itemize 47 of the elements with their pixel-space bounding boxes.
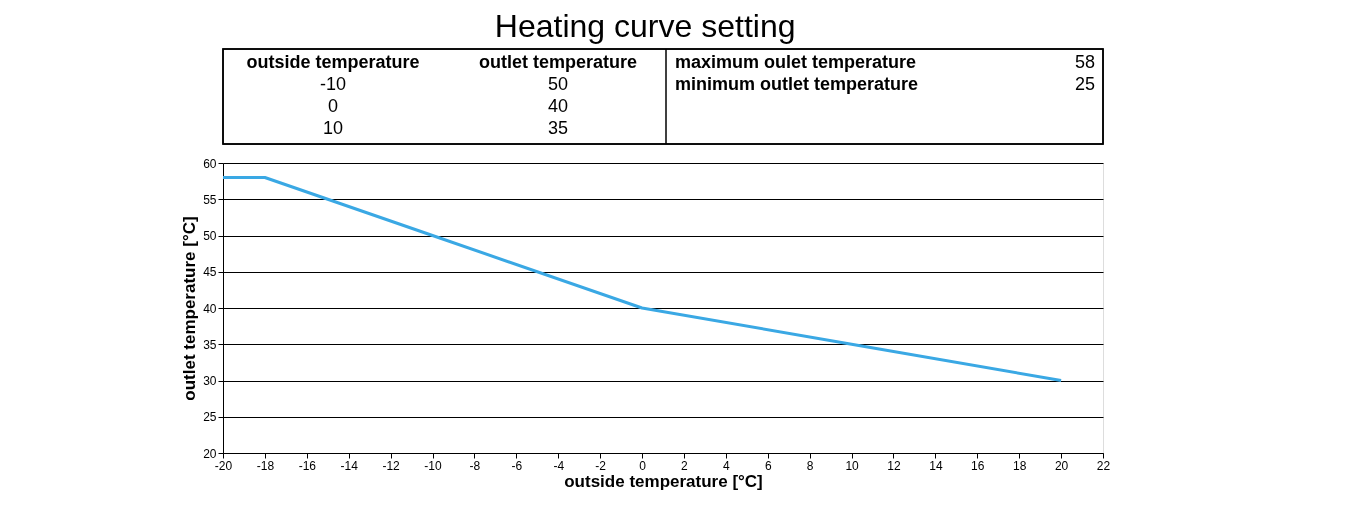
x-tick-label: 2 bbox=[681, 458, 689, 473]
x-tick-label: 6 bbox=[764, 458, 772, 473]
chart-title: Heating curve setting bbox=[494, 7, 796, 44]
text: outside temperature bbox=[246, 52, 420, 72]
x-tick-label: -4 bbox=[553, 458, 565, 473]
x-tick-label: -16 bbox=[298, 458, 317, 473]
x-tick-label: 14 bbox=[929, 458, 943, 473]
y-tick-label: 45 bbox=[203, 265, 217, 280]
x-tick-label: 20 bbox=[1054, 458, 1069, 473]
x-tick-label: -2 bbox=[595, 458, 607, 473]
text: 40 bbox=[547, 96, 569, 116]
x-tick-label: -8 bbox=[469, 458, 481, 473]
text: outlet temperature bbox=[478, 52, 638, 72]
x-axis-title: outside temperature [°C] bbox=[564, 471, 763, 491]
x-tick-label: 4 bbox=[723, 458, 731, 473]
line-series bbox=[221, 176, 1063, 382]
text: 25 bbox=[1074, 74, 1095, 94]
y-tick-label: 40 bbox=[203, 301, 217, 316]
x-tick-label: -10 bbox=[424, 458, 443, 473]
text: 50 bbox=[547, 74, 569, 94]
text: maximum oulet temperature bbox=[675, 52, 917, 72]
x-tick-label: -20 bbox=[214, 458, 233, 473]
y-tick-label: 20 bbox=[203, 446, 217, 461]
x-tick-label: 0 bbox=[639, 458, 647, 473]
x-tick-label: 22 bbox=[1096, 458, 1111, 473]
x-tick-label: -18 bbox=[256, 458, 275, 473]
y-tick-label: 50 bbox=[203, 229, 217, 243]
text: -10 bbox=[319, 74, 347, 94]
text: 0 bbox=[327, 96, 339, 116]
x-tick-label: 8 bbox=[806, 458, 814, 473]
y-tick-label: 60 bbox=[203, 156, 217, 171]
x-tick-label: 12 bbox=[887, 458, 901, 473]
text: minimum outlet temperature bbox=[675, 74, 919, 94]
y-tick-label: 25 bbox=[203, 410, 217, 425]
text: 35 bbox=[547, 118, 569, 138]
x-tick-label: 10 bbox=[845, 458, 860, 473]
text: 10 bbox=[322, 118, 344, 138]
x-tick-label: 16 bbox=[971, 458, 985, 473]
y-tick-label: 55 bbox=[203, 192, 217, 207]
x-tick-label: -6 bbox=[511, 458, 523, 473]
x-tick-label: -14 bbox=[340, 458, 359, 473]
text: 58 bbox=[1074, 52, 1095, 72]
x-tick-label: 18 bbox=[1013, 458, 1027, 473]
y-tick-label: 30 bbox=[203, 374, 217, 388]
y-axis-title: outlet temperature [°C] bbox=[180, 216, 200, 401]
y-tick-label: 35 bbox=[203, 337, 217, 352]
x-tick-label: -12 bbox=[382, 458, 401, 473]
